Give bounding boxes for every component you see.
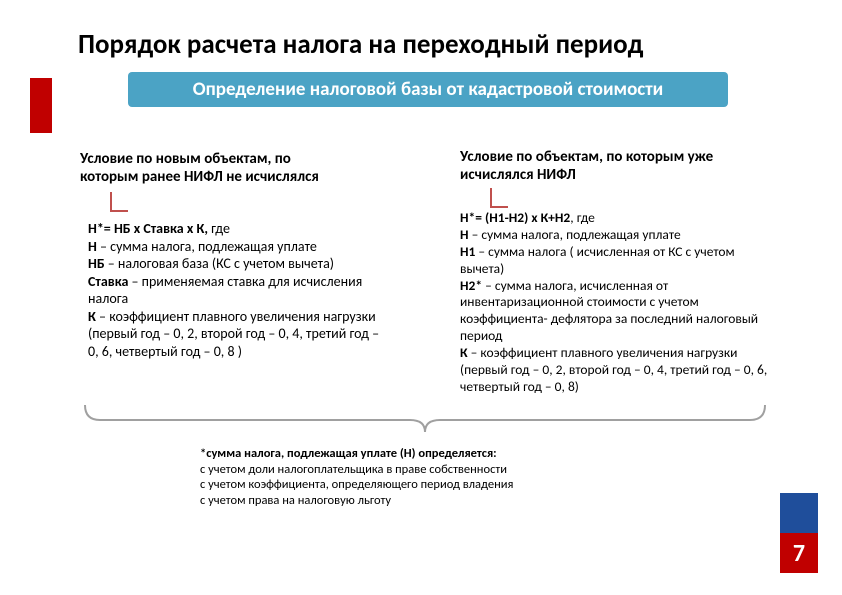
left-column-heading: Условие по новым объектам, по которым ра… <box>80 150 350 186</box>
page-title: Порядок расчета налога на переходный пер… <box>78 28 643 61</box>
page-number-box: 7 <box>780 533 818 573</box>
left-column-body: Н*= НБ х Ставка х К, гдеН – сумма налога… <box>88 220 388 360</box>
subtitle-banner: Определение налоговой базы от кадастрово… <box>128 72 728 107</box>
footnote-line: с учетом права на налоговую льготу <box>200 493 391 508</box>
footnote-heading: *сумма налога, подлежащая уплате (Н) опр… <box>200 446 497 461</box>
corner-blue-strip <box>780 493 818 533</box>
right-column-body: Н*= (Н1-Н2) х К+Н2, гдеН – сумма налога,… <box>460 210 770 396</box>
footnote-line: с учетом доли налогоплательщика в праве … <box>200 462 507 477</box>
footnote-line: с учетом коэффициента, определяющего пер… <box>200 477 513 492</box>
brace-icon <box>80 400 770 440</box>
connector-left-icon <box>110 192 130 222</box>
footnote-block: *сумма налога, подлежащая уплате (Н) опр… <box>200 446 660 509</box>
right-column-heading: Условие по объектам, по которым уже исчи… <box>460 148 740 184</box>
accent-bar-left <box>30 78 52 133</box>
